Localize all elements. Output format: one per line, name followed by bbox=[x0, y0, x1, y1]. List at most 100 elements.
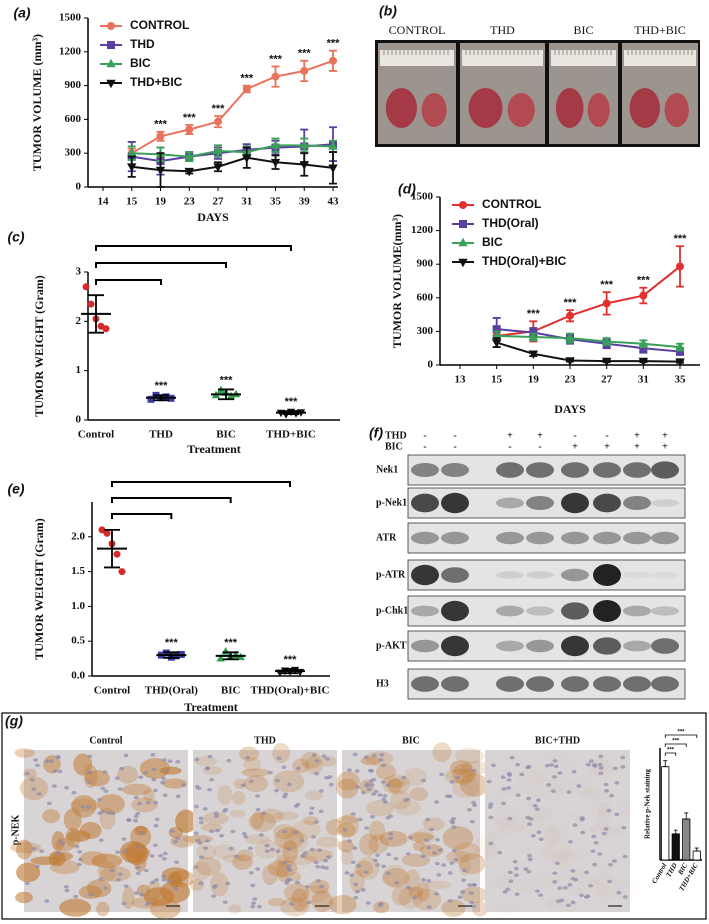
data-point bbox=[565, 357, 575, 366]
stain-patch bbox=[259, 808, 284, 824]
nucleus bbox=[349, 873, 355, 878]
nucleus bbox=[143, 771, 149, 775]
significance: *** bbox=[327, 38, 341, 50]
treatment-sign: - bbox=[423, 441, 426, 452]
blot-band bbox=[593, 676, 621, 692]
blot-band bbox=[651, 676, 679, 692]
data-point bbox=[156, 132, 165, 141]
ruler bbox=[380, 50, 454, 66]
nucleus bbox=[133, 891, 139, 895]
comparison-bracket bbox=[664, 752, 677, 756]
nucleus bbox=[323, 866, 329, 870]
nucleus bbox=[133, 795, 139, 800]
x-tick-label: 23 bbox=[565, 374, 577, 386]
nucleus bbox=[309, 847, 315, 852]
blot-band bbox=[593, 493, 621, 513]
nucleus bbox=[34, 763, 40, 768]
y-axis-label: TUMOR WEIGHT (Gram) bbox=[32, 275, 46, 417]
treatment-sign: + bbox=[662, 441, 668, 452]
y-axis-label: Relative p-Nek staining bbox=[644, 769, 652, 840]
nucleus bbox=[126, 817, 132, 822]
stain-patch bbox=[538, 785, 567, 801]
nucleus bbox=[144, 902, 150, 907]
nucleus bbox=[572, 823, 578, 827]
blot-band bbox=[526, 639, 554, 653]
nucleus bbox=[502, 890, 508, 894]
nucleus bbox=[593, 841, 599, 845]
nucleus bbox=[606, 808, 612, 813]
treatment-sign: + bbox=[537, 430, 543, 441]
stain-patch bbox=[454, 747, 485, 764]
nucleus bbox=[526, 764, 532, 769]
blot-band bbox=[496, 605, 524, 617]
nucleus bbox=[311, 753, 317, 758]
nucleus bbox=[255, 867, 261, 871]
stain-patch bbox=[272, 742, 291, 763]
stain-patch bbox=[15, 839, 33, 860]
stain-patch bbox=[63, 808, 82, 832]
blot-band bbox=[441, 492, 469, 514]
data-point bbox=[299, 140, 309, 149]
legend-marker bbox=[106, 79, 116, 89]
nucleus bbox=[611, 859, 617, 863]
data-point bbox=[103, 529, 111, 537]
nucleus bbox=[223, 807, 229, 812]
stain-patch bbox=[97, 793, 125, 815]
panel-label: (d) bbox=[398, 181, 416, 197]
y-axis-label: TUMOR VOLUME (mm³) bbox=[30, 34, 44, 171]
stain-patch bbox=[419, 844, 444, 857]
series-line bbox=[496, 334, 681, 349]
nucleus bbox=[447, 899, 453, 903]
nucleus bbox=[87, 754, 93, 759]
nucleus bbox=[328, 782, 334, 787]
x-tick-label: BIC bbox=[216, 429, 236, 441]
nucleus bbox=[31, 846, 37, 851]
x-tick-label: THD(Oral)+BIC bbox=[251, 685, 330, 697]
nucleus bbox=[469, 819, 475, 824]
legend-marker bbox=[459, 201, 467, 209]
ihc-column-label: THD bbox=[254, 735, 276, 746]
data-point bbox=[329, 56, 337, 65]
nucleus bbox=[138, 775, 144, 779]
series-line bbox=[131, 59, 334, 155]
nucleus bbox=[467, 883, 473, 887]
stain-patch bbox=[10, 842, 42, 854]
data-point bbox=[328, 164, 338, 174]
nucleus bbox=[319, 884, 325, 889]
stain-patch bbox=[267, 859, 298, 877]
nucleus bbox=[132, 818, 138, 823]
nucleus bbox=[240, 783, 246, 787]
nucleus bbox=[432, 851, 438, 855]
nucleus bbox=[488, 815, 494, 820]
tumor bbox=[629, 88, 660, 128]
nucleus bbox=[380, 763, 386, 768]
blot-band bbox=[411, 605, 439, 617]
stain-patch bbox=[23, 768, 37, 779]
data-point bbox=[213, 145, 223, 155]
stain-patch bbox=[425, 880, 451, 889]
nucleus bbox=[471, 800, 477, 805]
nucleus bbox=[324, 776, 330, 780]
blot-band bbox=[526, 571, 554, 579]
nucleus bbox=[135, 865, 141, 870]
y-tick-label: 1.0 bbox=[71, 600, 85, 612]
nucleus bbox=[500, 801, 506, 806]
nucleus bbox=[441, 863, 447, 867]
nucleus bbox=[447, 871, 453, 875]
nucleus bbox=[219, 833, 225, 838]
nucleus bbox=[426, 845, 432, 850]
stain-patch bbox=[79, 821, 102, 840]
nucleus bbox=[471, 768, 477, 773]
blot-band bbox=[623, 531, 651, 545]
y-tick-label: 1500 bbox=[411, 191, 434, 203]
nucleus bbox=[375, 863, 381, 867]
nucleus bbox=[566, 790, 572, 794]
nucleus bbox=[110, 811, 116, 816]
nucleus bbox=[457, 895, 463, 899]
nucleus bbox=[281, 765, 287, 770]
nucleus bbox=[118, 766, 124, 771]
data-point bbox=[270, 140, 281, 149]
stain-patch bbox=[460, 773, 489, 797]
y-tick-label: 0 bbox=[76, 414, 82, 426]
data-point bbox=[601, 357, 612, 367]
